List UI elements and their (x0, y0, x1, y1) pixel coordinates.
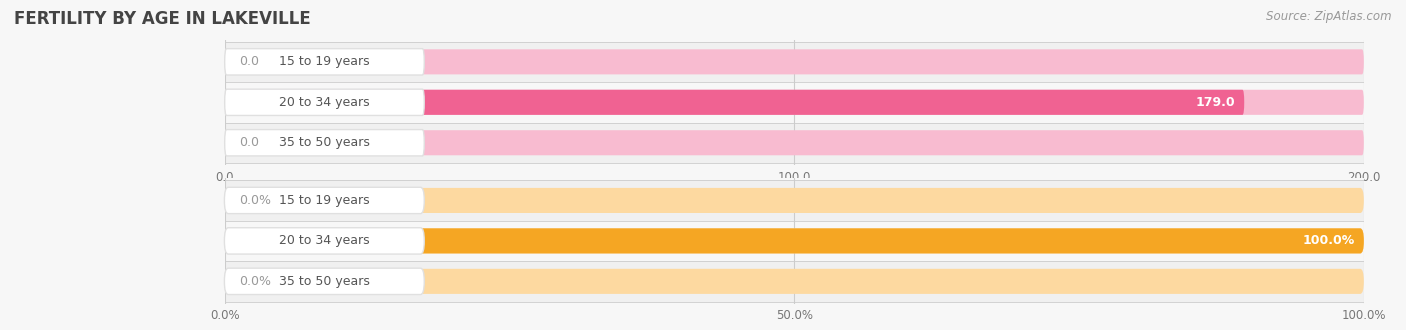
FancyBboxPatch shape (225, 49, 1364, 74)
FancyBboxPatch shape (225, 261, 1364, 302)
FancyBboxPatch shape (225, 268, 425, 294)
FancyBboxPatch shape (225, 187, 425, 214)
FancyBboxPatch shape (225, 90, 1364, 115)
Text: 15 to 19 years: 15 to 19 years (280, 55, 370, 68)
Text: 100.0%: 100.0% (1302, 234, 1355, 248)
FancyBboxPatch shape (225, 49, 425, 75)
FancyBboxPatch shape (225, 122, 1364, 163)
FancyBboxPatch shape (225, 269, 1364, 294)
FancyBboxPatch shape (225, 221, 1364, 261)
Text: 35 to 50 years: 35 to 50 years (280, 136, 370, 149)
Text: 35 to 50 years: 35 to 50 years (280, 275, 370, 288)
FancyBboxPatch shape (225, 89, 425, 116)
FancyBboxPatch shape (225, 228, 1364, 253)
FancyBboxPatch shape (225, 180, 1364, 221)
Text: 179.0: 179.0 (1195, 96, 1234, 109)
Text: 20 to 34 years: 20 to 34 years (280, 234, 370, 248)
FancyBboxPatch shape (225, 130, 425, 156)
Text: FERTILITY BY AGE IN LAKEVILLE: FERTILITY BY AGE IN LAKEVILLE (14, 10, 311, 28)
FancyBboxPatch shape (225, 228, 1364, 253)
Text: 20 to 34 years: 20 to 34 years (280, 96, 370, 109)
FancyBboxPatch shape (225, 130, 1364, 155)
Text: Source: ZipAtlas.com: Source: ZipAtlas.com (1267, 10, 1392, 23)
FancyBboxPatch shape (225, 42, 1364, 82)
Text: 15 to 19 years: 15 to 19 years (280, 194, 370, 207)
Text: 0.0: 0.0 (239, 136, 259, 149)
Text: 0.0: 0.0 (239, 55, 259, 68)
FancyBboxPatch shape (225, 90, 1244, 115)
FancyBboxPatch shape (225, 82, 1364, 122)
FancyBboxPatch shape (225, 188, 1364, 213)
FancyBboxPatch shape (225, 228, 425, 254)
Text: 0.0%: 0.0% (239, 194, 270, 207)
Text: 0.0%: 0.0% (239, 275, 270, 288)
